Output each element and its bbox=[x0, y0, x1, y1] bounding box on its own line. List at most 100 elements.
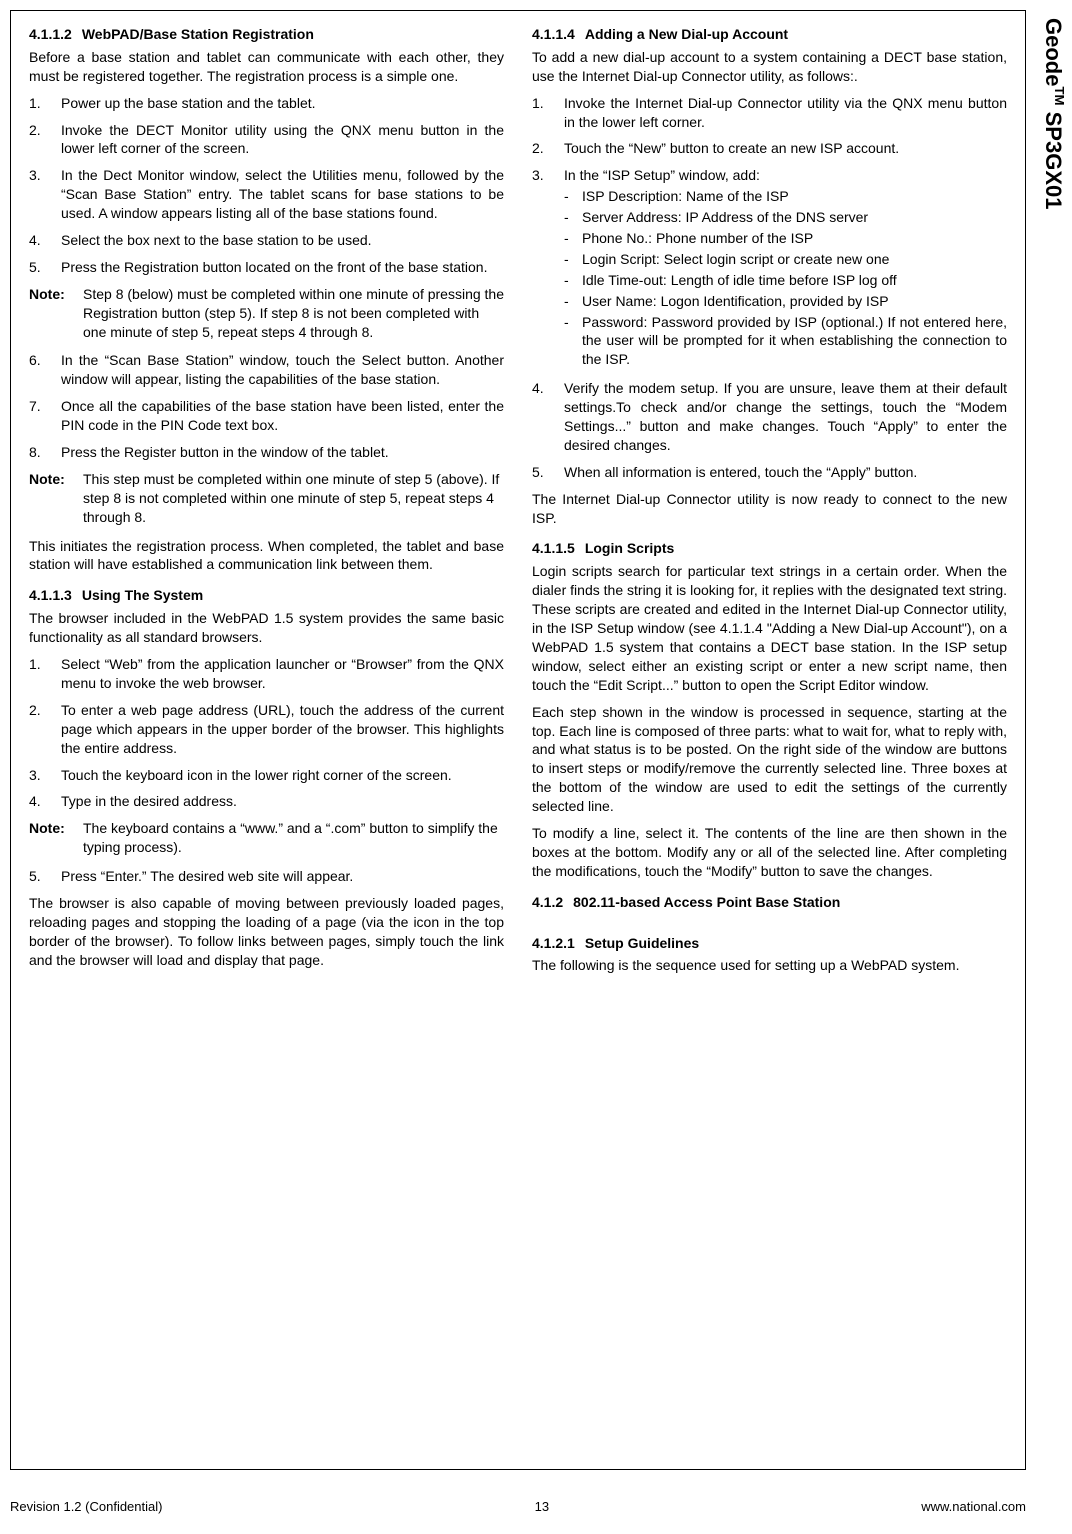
step-num: 3. bbox=[532, 166, 550, 371]
sec-num: 4.1.1.3 bbox=[29, 586, 72, 605]
step-num: 5. bbox=[532, 463, 550, 482]
left-column: 4.1.1.2 WebPAD/Base Station Registration… bbox=[29, 25, 504, 1455]
step-num: 2. bbox=[29, 121, 47, 159]
step-num: 5. bbox=[29, 867, 47, 886]
item: Password: Password provided by ISP (opti… bbox=[582, 313, 1007, 370]
sec-title: Login Scripts bbox=[585, 539, 674, 558]
step-num: 3. bbox=[29, 166, 47, 223]
note-label: Note: bbox=[29, 470, 73, 527]
step-text: Press “Enter.” The desired web site will… bbox=[61, 867, 504, 886]
item: ISP Description: Name of the ISP bbox=[582, 187, 1007, 206]
steps-4114-b: 4.Verify the modem setup. If you are uns… bbox=[532, 379, 1007, 481]
step-text: Press the Registration button located on… bbox=[61, 258, 504, 277]
note-label: Note: bbox=[29, 285, 73, 342]
right-column: 4.1.1.4 Adding a New Dial-up Account To … bbox=[532, 25, 1007, 1455]
dash: - bbox=[564, 250, 574, 269]
sec-num: 4.1.2.1 bbox=[532, 934, 575, 953]
footer-left: Revision 1.2 (Confidential) bbox=[10, 1498, 162, 1516]
sec-num: 4.1.2 bbox=[532, 893, 563, 912]
note-body: The keyboard contains a “www.” and a “.c… bbox=[83, 819, 504, 857]
steps-4113-b: 5. Press “Enter.” The desired web site wi… bbox=[29, 867, 504, 886]
dash: - bbox=[564, 229, 574, 248]
para: This initiates the registration process.… bbox=[29, 537, 504, 575]
heading-4112: 4.1.1.2 WebPAD/Base Station Registration bbox=[29, 25, 504, 44]
step-num: 4. bbox=[532, 379, 550, 455]
heading-4113: 4.1.1.3 Using The System bbox=[29, 586, 504, 605]
para: Login scripts search for particular text… bbox=[532, 562, 1007, 694]
step-lead: In the “ISP Setup” window, add: bbox=[564, 167, 760, 183]
dash: - bbox=[564, 271, 574, 290]
step-num: 2. bbox=[29, 701, 47, 758]
step-text: Select the box next to the base station … bbox=[61, 231, 504, 250]
item: Login Script: Select login script or cre… bbox=[582, 250, 1007, 269]
step-text: Power up the base station and the tablet… bbox=[61, 94, 504, 113]
footer-center: 13 bbox=[535, 1498, 549, 1516]
heading-4121: 4.1.2.1 Setup Guidelines bbox=[532, 934, 1007, 953]
step-num: 4. bbox=[29, 231, 47, 250]
para: To modify a line, select it. The content… bbox=[532, 824, 1007, 881]
heading-4115: 4.1.1.5 Login Scripts bbox=[532, 539, 1007, 558]
step-text: In the Dect Monitor window, select the U… bbox=[61, 166, 504, 223]
step-text: Press the Register button in the window … bbox=[61, 443, 504, 462]
para: The browser included in the WebPAD 1.5 s… bbox=[29, 609, 504, 647]
step-text: Touch the “New” button to create an new … bbox=[564, 139, 1007, 158]
para: The browser is also capable of moving be… bbox=[29, 894, 504, 970]
dash: - bbox=[564, 187, 574, 206]
sec-title: Using The System bbox=[82, 586, 203, 605]
sec-title: Setup Guidelines bbox=[585, 934, 699, 953]
step-text: Touch the keyboard icon in the lower rig… bbox=[61, 766, 504, 785]
item: Phone No.: Phone number of the ISP bbox=[582, 229, 1007, 248]
item: Idle Time-out: Length of idle time befor… bbox=[582, 271, 1007, 290]
step-num: 4. bbox=[29, 792, 47, 811]
side-product-label: GeodeTM SP3GX01 bbox=[1038, 18, 1068, 209]
note-label: Note: bbox=[29, 819, 73, 857]
note: Note: Step 8 (below) must be completed w… bbox=[29, 285, 504, 342]
dash: - bbox=[564, 292, 574, 311]
step-num: 1. bbox=[29, 94, 47, 113]
steps-4112-b: 6. In the “Scan Base Station” window, tou… bbox=[29, 351, 504, 461]
step-text: Verify the modem setup. If you are unsur… bbox=[564, 379, 1007, 455]
note: Note: This step must be completed within… bbox=[29, 470, 504, 527]
step-text: Select “Web” from the application launch… bbox=[61, 655, 504, 693]
para: To add a new dial-up account to a system… bbox=[532, 48, 1007, 86]
note: Note: The keyboard contains a “www.” and… bbox=[29, 819, 504, 857]
step-text: Invoke the Internet Dial-up Connector ut… bbox=[564, 94, 1007, 132]
heading-4114: 4.1.1.4 Adding a New Dial-up Account bbox=[532, 25, 1007, 44]
heading-412: 4.1.2 802.11-based Access Point Base Sta… bbox=[532, 893, 1007, 912]
para: The following is the sequence used for s… bbox=[532, 956, 1007, 975]
sec-title: 802.11-based Access Point Base Station bbox=[573, 893, 840, 912]
steps-4114-a: 1. Invoke the Internet Dial-up Connector … bbox=[532, 94, 1007, 372]
step-text: Once all the capabilities of the base st… bbox=[61, 397, 504, 435]
item: Server Address: IP Address of the DNS se… bbox=[582, 208, 1007, 227]
dash: - bbox=[564, 313, 574, 370]
step-num: 1. bbox=[532, 94, 550, 132]
page-footer: Revision 1.2 (Confidential) 13 www.natio… bbox=[10, 1498, 1026, 1516]
step-num: 8. bbox=[29, 443, 47, 462]
step-text: Invoke the DECT Monitor utility using th… bbox=[61, 121, 504, 159]
sec-num: 4.1.1.2 bbox=[29, 25, 72, 44]
step-num: 3. bbox=[29, 766, 47, 785]
step-text: In the “Scan Base Station” window, touch… bbox=[61, 351, 504, 389]
step-text: In the “ISP Setup” window, add: -ISP Des… bbox=[564, 166, 1007, 371]
step-num: 2. bbox=[532, 139, 550, 158]
step-text: When all information is entered, touch t… bbox=[564, 463, 1007, 482]
step-num: 5. bbox=[29, 258, 47, 277]
steps-4113-a: 1. Select “Web” from the application laun… bbox=[29, 655, 504, 811]
para: Before a base station and tablet can com… bbox=[29, 48, 504, 86]
step-text: To enter a web page address (URL), touch… bbox=[61, 701, 504, 758]
isp-setup-list: -ISP Description: Name of the ISP -Serve… bbox=[564, 187, 1007, 369]
sec-title: Adding a New Dial-up Account bbox=[585, 25, 788, 44]
dash: - bbox=[564, 208, 574, 227]
para: Each step shown in the window is process… bbox=[532, 703, 1007, 816]
step-text: Type in the desired address. bbox=[61, 792, 504, 811]
item: User Name: Logon Identification, provide… bbox=[582, 292, 1007, 311]
step-num: 7. bbox=[29, 397, 47, 435]
steps-4112-a: 1. Power up the base station and the tabl… bbox=[29, 94, 504, 277]
step-num: 1. bbox=[29, 655, 47, 693]
step-num: 6. bbox=[29, 351, 47, 389]
sec-num: 4.1.1.4 bbox=[532, 25, 575, 44]
sec-title: WebPAD/Base Station Registration bbox=[82, 25, 314, 44]
footer-right: www.national.com bbox=[921, 1498, 1026, 1516]
sec-num: 4.1.1.5 bbox=[532, 539, 575, 558]
para: The Internet Dial-up Connector utility i… bbox=[532, 490, 1007, 528]
